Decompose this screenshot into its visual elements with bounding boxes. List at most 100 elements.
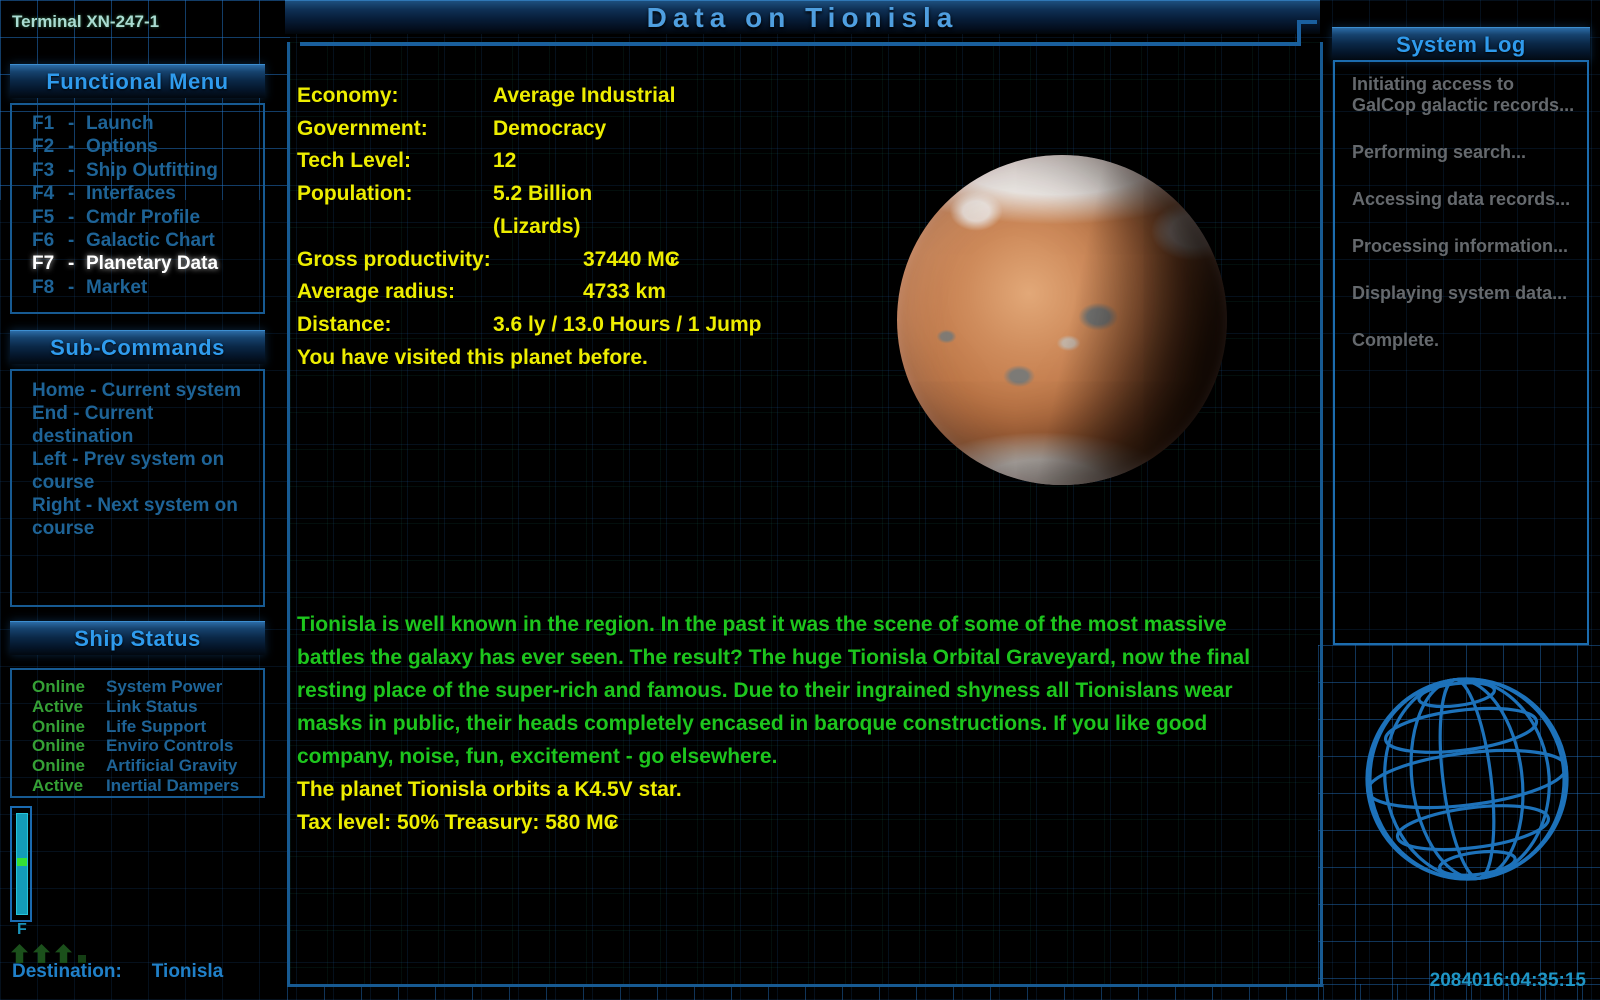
stat-label: Average radius: bbox=[297, 280, 455, 304]
planet-description: Tionisla is well known in the region. In… bbox=[297, 613, 1251, 768]
menu-item-f6-galactic-chart[interactable]: F6 - Galactic Chart bbox=[32, 229, 263, 252]
fuel-gauge-bar bbox=[16, 813, 28, 915]
system-log-panel: Initiating access to GalCop galactic rec… bbox=[1333, 60, 1589, 645]
stat-label bbox=[297, 211, 493, 244]
menu-key: F4 bbox=[32, 183, 55, 205]
title-corner-decoration bbox=[1297, 20, 1317, 24]
terminal-id-label: Terminal XN-247-1 bbox=[12, 12, 160, 31]
destination-label: Destination: bbox=[12, 961, 122, 982]
log-entry: Performing search... bbox=[1352, 142, 1527, 162]
stat-label: Government: bbox=[297, 116, 428, 140]
subcommand-home[interactable]: Home - Current system bbox=[32, 380, 242, 401]
menu-label: Market bbox=[86, 276, 148, 298]
stat-value: 3.6 ly / 13.0 Hours / 1 Jump bbox=[493, 312, 762, 336]
ship-status-list: Online System Power Active Link Status O… bbox=[12, 670, 263, 796]
system-log-header: System Log bbox=[1332, 27, 1590, 61]
globe-wireframe-icon bbox=[1365, 677, 1569, 881]
status-row-link-status: Active Link Status bbox=[32, 697, 263, 717]
fuel-gauge bbox=[10, 806, 32, 922]
menu-separator: - bbox=[68, 136, 75, 158]
fuel-gauge-label: F bbox=[17, 921, 27, 938]
menu-label: Galactic Chart bbox=[86, 230, 215, 252]
menu-key: F7 bbox=[32, 253, 55, 275]
ship-status-panel: Online System Power Active Link Status O… bbox=[10, 668, 265, 798]
stat-value: (Lizards) bbox=[493, 214, 581, 238]
subcommand-right[interactable]: Right - Next system on course bbox=[32, 495, 238, 539]
tax-note: Tax level: 50% Treasury: 580 M₢ bbox=[297, 811, 619, 834]
status-value: Online bbox=[32, 716, 85, 736]
subcommand-left[interactable]: Left - Prev system on course bbox=[32, 449, 225, 493]
menu-item-f7-planetary-data-selected[interactable]: F7 - Planetary Data bbox=[32, 252, 263, 275]
menu-separator: - bbox=[68, 230, 75, 252]
menu-separator: - bbox=[68, 183, 75, 205]
menu-label: Launch bbox=[86, 113, 154, 134]
menu-key: F5 bbox=[32, 206, 55, 228]
status-system: Inertial Dampers bbox=[106, 775, 240, 795]
stat-population: Population: 5.2 Billion bbox=[297, 178, 997, 211]
functional-menu-panel: F1 - Launch F2 - Options F3 - Ship Outfi… bbox=[10, 103, 265, 314]
status-value: Online bbox=[32, 677, 85, 696]
log-entry: Accessing data records... bbox=[1352, 189, 1571, 209]
menu-key: F6 bbox=[32, 230, 55, 252]
game-clock: 2084016:04:35:15 bbox=[1429, 970, 1586, 991]
log-entry: Initiating access to GalCop galactic rec… bbox=[1352, 74, 1575, 115]
menu-label: Options bbox=[86, 136, 158, 158]
status-row-enviro-controls: Online Enviro Controls bbox=[32, 736, 263, 756]
log-entry: Processing information... bbox=[1352, 236, 1569, 256]
title-underline bbox=[300, 42, 1300, 46]
ship-status-header: Ship Status bbox=[10, 621, 265, 655]
sub-commands-list: Home - Current system End - Current dest… bbox=[12, 371, 263, 540]
visited-note: You have visited this planet before. bbox=[297, 345, 648, 369]
menu-key: F2 bbox=[32, 136, 55, 158]
status-row-system-power: Online System Power bbox=[32, 677, 263, 697]
system-log-title: System Log bbox=[1396, 31, 1526, 57]
status-value: Online bbox=[32, 736, 85, 756]
status-row-artificial-gravity: Online Artificial Gravity bbox=[32, 756, 263, 776]
menu-item-f1-launch[interactable]: F1 - Launch bbox=[32, 112, 263, 135]
stat-label: Tech Level: bbox=[297, 149, 411, 173]
menu-item-f3-ship-outfitting[interactable]: F3 - Ship Outfitting bbox=[32, 159, 263, 182]
stat-value: 5.2 Billion bbox=[493, 182, 593, 206]
menu-item-f5-cmdr-profile[interactable]: F5 - Cmdr Profile bbox=[32, 206, 263, 229]
menu-separator: - bbox=[68, 276, 75, 298]
status-system: Enviro Controls bbox=[106, 736, 234, 756]
stat-value: 12 bbox=[493, 149, 517, 173]
indicator-dot-icon bbox=[78, 955, 86, 963]
functional-menu-header: Functional Menu bbox=[10, 64, 265, 98]
menu-separator: - bbox=[68, 159, 75, 181]
planet-stats: Economy: Average Industrial Government: … bbox=[297, 80, 997, 374]
stat-average-radius: Average radius: 4733 km bbox=[297, 276, 997, 309]
status-value: Active bbox=[32, 775, 84, 795]
title-corner-decoration bbox=[1297, 20, 1301, 46]
functional-menu-title: Functional Menu bbox=[46, 68, 229, 94]
stat-tech-level: Tech Level: 12 bbox=[297, 145, 997, 178]
sub-commands-panel: Home - Current system End - Current dest… bbox=[10, 369, 265, 607]
stat-distance: Distance: 3.6 ly / 13.0 Hours / 1 Jump bbox=[297, 309, 997, 342]
destination-value: Tionisla bbox=[151, 961, 224, 982]
menu-item-f2-options[interactable]: F2 - Options bbox=[32, 135, 263, 158]
status-system: Life Support bbox=[106, 716, 207, 736]
stat-label: Economy: bbox=[297, 84, 399, 107]
stat-value: Average Industrial bbox=[493, 84, 676, 107]
menu-item-f8-market[interactable]: F8 - Market bbox=[32, 276, 263, 299]
menu-separator: - bbox=[68, 253, 75, 275]
stat-value: 4733 km bbox=[583, 280, 666, 304]
menu-item-f4-interfaces[interactable]: F4 - Interfaces bbox=[32, 182, 263, 205]
stat-government: Government: Democracy bbox=[297, 113, 997, 146]
fuel-gauge-marker bbox=[17, 858, 27, 866]
status-system: Artificial Gravity bbox=[106, 756, 238, 776]
menu-label: Interfaces bbox=[86, 183, 176, 205]
stat-gross-productivity: Gross productivity: 37440 M₢ bbox=[297, 244, 997, 277]
subcommand-end[interactable]: End - Current destination bbox=[32, 403, 154, 447]
log-entry: Complete. bbox=[1352, 330, 1440, 350]
page-title: Data on Tionisla bbox=[646, 1, 959, 33]
functional-menu-list: F1 - Launch F2 - Options F3 - Ship Outfi… bbox=[12, 105, 263, 299]
status-system: Link Status bbox=[106, 696, 198, 716]
stat-species: (Lizards) bbox=[297, 211, 997, 244]
menu-label: Cmdr Profile bbox=[86, 206, 201, 228]
menu-label: Ship Outfitting bbox=[86, 159, 218, 181]
stat-label: Population: bbox=[297, 182, 413, 206]
stat-label: Gross productivity: bbox=[297, 247, 491, 271]
menu-key: F1 bbox=[32, 113, 55, 134]
ship-status-title: Ship Status bbox=[74, 625, 201, 651]
